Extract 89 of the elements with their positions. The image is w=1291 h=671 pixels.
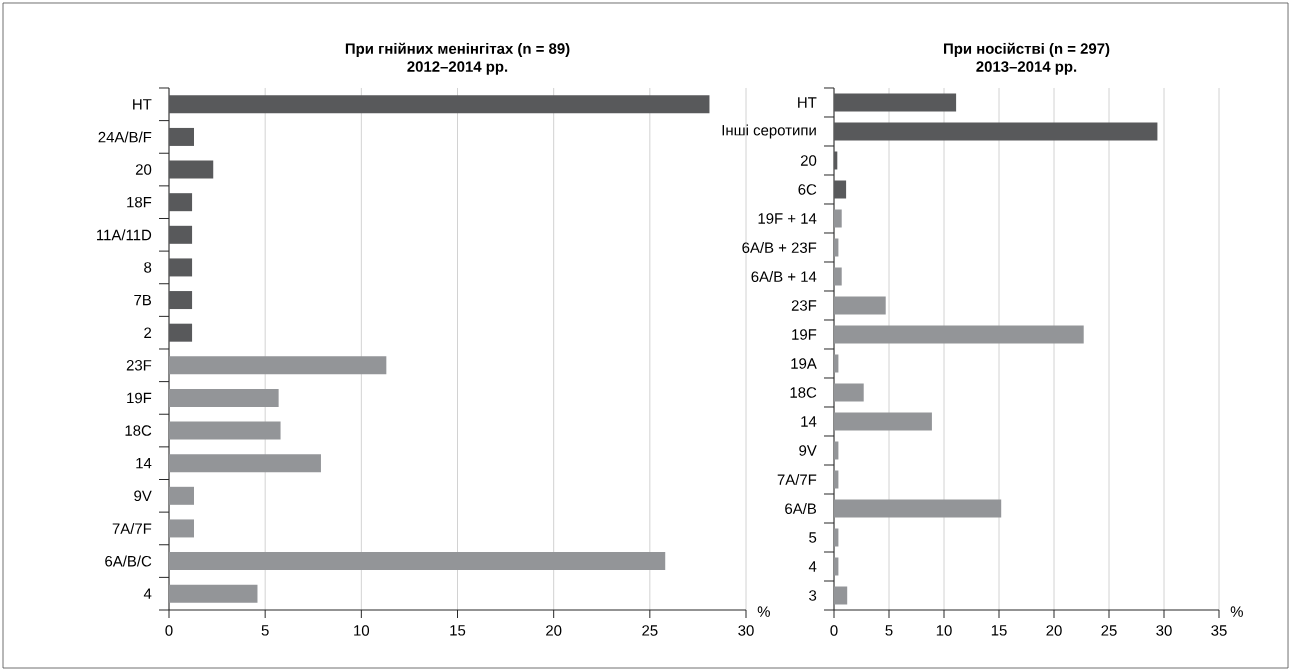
chart-title: При гнійних менінгітах (n = 89) [345, 42, 570, 57]
bar [169, 454, 321, 473]
bar [834, 180, 847, 199]
bar [834, 586, 848, 605]
bar [834, 441, 839, 460]
bar [169, 356, 387, 375]
bar [834, 412, 932, 431]
y-tick-label: 18F [127, 196, 152, 208]
y-tick-label: 7A/7F [112, 522, 152, 534]
x-tick-label: 5 [261, 625, 269, 636]
y-tick-label: Інші серотипи [722, 124, 816, 139]
x-tick-label: 25 [642, 625, 658, 636]
y-tick-label: 19A [791, 358, 817, 369]
x-axis-title: % [1230, 606, 1243, 617]
bar [834, 238, 839, 257]
y-tick-label: 3 [809, 590, 817, 601]
x-tick-label: 20 [1046, 625, 1062, 636]
bar [169, 486, 194, 505]
bar [834, 93, 957, 112]
bar [169, 258, 193, 277]
y-tick-label: 18C [790, 387, 817, 398]
y-tick-label: 7A/7F [777, 474, 817, 485]
y-tick-label: 6A/B + 23F [742, 242, 817, 253]
chart-subtitle: 2013–2014 рр. [976, 61, 1077, 75]
bar [834, 296, 886, 315]
y-tick-label: 6A/B + 14 [751, 271, 817, 282]
y-tick-label: 11A/11D [97, 229, 152, 241]
bar [834, 151, 838, 170]
x-tick-label: 25 [1101, 625, 1117, 636]
bar [169, 291, 193, 310]
y-tick-label: НТ [798, 97, 817, 108]
x-tick-label: 30 [738, 625, 754, 636]
bar [169, 193, 193, 212]
bar [834, 383, 864, 402]
bar [169, 160, 214, 179]
bar [169, 225, 193, 244]
x-tick-label: 35 [1211, 625, 1227, 636]
x-tick-label: 0 [165, 625, 173, 636]
x-tick-label: 10 [936, 625, 952, 636]
x-tick-label: 10 [354, 625, 370, 636]
x-tick-label: 15 [991, 625, 1007, 636]
x-axis-title: % [757, 606, 770, 617]
y-tick-label: 2 [144, 327, 152, 338]
chart-subtitle: 2012–2014 рр. [407, 61, 508, 75]
y-tick-label: 19F [127, 392, 152, 404]
y-tick-label: 4 [143, 588, 152, 599]
y-tick-label: 6A/B [785, 503, 817, 514]
x-tick-label: 5 [885, 625, 893, 636]
x-tick-label: 15 [450, 625, 466, 636]
y-tick-label: 23F [791, 300, 817, 311]
y-tick-label: 6C [798, 184, 817, 195]
bar [169, 323, 193, 342]
bar [169, 519, 194, 538]
y-tick-label: 14 [801, 416, 817, 427]
y-tick-label: 23F [126, 360, 152, 371]
bar [834, 267, 842, 286]
y-tick-label: 8 [144, 262, 152, 273]
bar [834, 209, 842, 228]
bar [834, 499, 1002, 518]
bar [834, 325, 1084, 344]
bar [169, 388, 279, 407]
bar [834, 354, 839, 373]
bar [169, 584, 258, 603]
y-tick-label: 4 [808, 561, 817, 572]
y-tick-label: 18C [125, 425, 152, 436]
y-tick-label: 20 [800, 155, 817, 166]
bar [169, 95, 710, 114]
y-tick-label: 14 [136, 458, 152, 469]
x-tick-label: 0 [830, 625, 838, 636]
x-tick-label: 30 [1156, 625, 1172, 636]
bar [834, 528, 839, 547]
x-tick-label: 20 [546, 625, 562, 636]
y-tick-label: 24A/B/F [98, 131, 152, 143]
y-tick-label: 7B [134, 294, 152, 306]
y-tick-label: 9V [799, 445, 817, 456]
bar [169, 421, 281, 440]
bar [834, 557, 839, 576]
bar [169, 127, 194, 146]
chart-title: При носійстві (n = 297) [944, 42, 1110, 57]
y-tick-label: 6A/B/C [105, 555, 152, 567]
y-tick-label: 9V [134, 490, 152, 502]
bar [834, 122, 1158, 141]
bar [169, 552, 666, 571]
bar [834, 470, 839, 489]
y-tick-label: 20 [135, 164, 152, 175]
y-tick-label: 19F [792, 329, 817, 340]
y-tick-label: 19F + 14 [758, 213, 817, 224]
y-tick-label: НТ [133, 99, 152, 110]
y-tick-label: 5 [809, 532, 817, 543]
